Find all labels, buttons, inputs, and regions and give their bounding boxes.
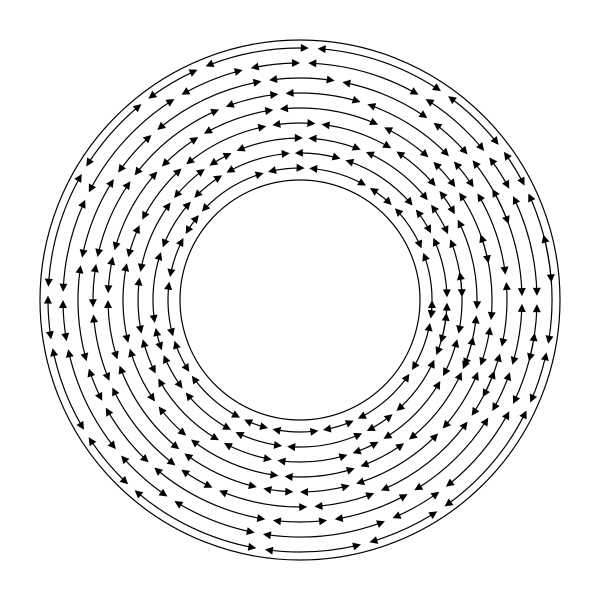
radial-arrow-diagram — [0, 0, 600, 600]
